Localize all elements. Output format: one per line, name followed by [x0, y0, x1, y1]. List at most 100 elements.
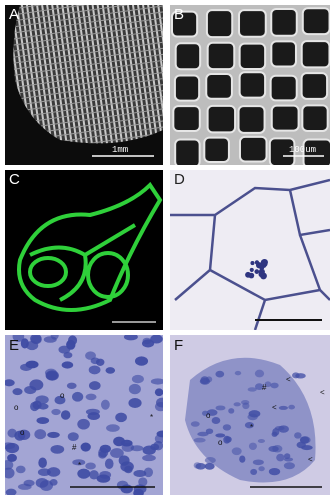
cell-nucleus — [5, 442, 20, 454]
cell-nucleus — [292, 372, 300, 379]
cell-nucleus — [270, 382, 279, 389]
cell-nucleus — [154, 388, 163, 397]
pore — [302, 138, 330, 165]
pore — [238, 9, 267, 38]
panel-f — [170, 335, 330, 495]
pore — [174, 138, 201, 165]
panel-e — [5, 335, 163, 495]
cell-nucleus — [25, 360, 39, 369]
cell-nucleus — [215, 405, 226, 411]
cell-nucleus — [80, 442, 91, 452]
cell-nucleus — [264, 381, 272, 388]
cell-nucleus — [231, 447, 242, 456]
pore — [205, 73, 233, 100]
cell-nucleus — [204, 462, 215, 470]
pore — [238, 71, 267, 99]
panel-a — [5, 5, 163, 165]
cell-nucleus — [30, 335, 42, 344]
cell-nucleus — [24, 385, 37, 395]
cell-nucleus — [54, 395, 66, 405]
panel-b — [170, 5, 330, 165]
cell-nucleus — [46, 467, 61, 477]
cell-nucleus — [215, 433, 226, 438]
cell-nucleus — [200, 376, 209, 385]
cell-nucleus — [228, 408, 235, 414]
cell-nucleus — [150, 335, 163, 344]
cell-nucleus — [85, 462, 96, 470]
cell-nucleus — [50, 445, 65, 454]
cell-nucleus — [248, 442, 257, 450]
cell-nucleus — [134, 356, 149, 366]
cell-nucleus — [254, 369, 265, 378]
cell-nucleus — [60, 410, 71, 420]
cell-nucleus — [17, 483, 32, 490]
cell-nucleus — [150, 378, 163, 385]
cell-nucleus — [5, 460, 14, 470]
annotation: * — [78, 461, 81, 470]
pore — [237, 105, 266, 134]
panel-label: C — [9, 171, 20, 188]
nucleus — [259, 265, 265, 271]
cell-nucleus — [123, 335, 138, 341]
cell-nucleus — [85, 351, 96, 360]
cell-nucleus — [206, 409, 218, 416]
annotation: < — [308, 455, 313, 464]
pore — [270, 104, 300, 132]
cell-nucleus — [197, 431, 209, 437]
annotation: < — [272, 403, 277, 412]
cell-nucleus — [77, 418, 90, 430]
cell-nucleus — [204, 457, 216, 464]
pore — [301, 104, 329, 132]
cell-nucleus — [233, 402, 241, 407]
cell-nucleus — [72, 391, 84, 402]
cell-nucleus — [106, 424, 120, 432]
cell-nucleus — [12, 388, 23, 396]
cell-nucleus — [276, 453, 285, 462]
cell-nucleus — [283, 462, 295, 470]
cell-nucleus — [39, 480, 54, 491]
panel-background — [170, 170, 330, 330]
nucleus — [249, 267, 254, 272]
annotation: o — [60, 391, 65, 400]
cell-nucleus — [17, 429, 31, 441]
cell-nucleus — [51, 408, 61, 416]
cell-nucleus — [37, 403, 49, 410]
cell-nucleus — [131, 374, 144, 384]
tissue-region — [185, 357, 316, 483]
cell-nucleus — [143, 467, 154, 478]
cell-nucleus — [211, 416, 221, 425]
cell-nucleus — [46, 371, 58, 381]
cell-nucleus — [252, 459, 264, 466]
cell-nucleus — [141, 339, 155, 348]
pore — [205, 9, 234, 39]
pore — [300, 40, 330, 69]
pore — [300, 72, 329, 100]
cell-nucleus — [225, 436, 232, 443]
cell-nucleus — [85, 408, 100, 416]
annotation: < — [320, 388, 325, 397]
cell-nucleus — [89, 470, 99, 480]
panel-label: A — [9, 6, 19, 23]
cell-nucleus — [294, 432, 302, 439]
cell-nucleus — [5, 488, 17, 495]
cell-nucleus — [300, 436, 311, 444]
cell-nucleus — [58, 345, 71, 354]
cell-nucleus — [118, 455, 130, 466]
cell-nucleus — [77, 468, 91, 479]
cell-nucleus — [96, 474, 111, 483]
cell-nucleus — [195, 462, 206, 470]
cell-nucleus — [47, 431, 60, 438]
cell-nucleus — [88, 381, 101, 391]
cell-nucleus — [99, 444, 111, 453]
pore — [269, 74, 298, 102]
cell-nucleus — [156, 430, 163, 438]
pore — [238, 135, 268, 163]
cell-nucleus — [67, 432, 79, 441]
cell-nucleus — [105, 367, 116, 374]
annotation: o — [20, 428, 25, 437]
cell-nucleus — [128, 383, 141, 395]
panel-label: D — [174, 171, 185, 188]
nucleus — [248, 272, 255, 279]
cell-nucleus — [72, 459, 86, 466]
